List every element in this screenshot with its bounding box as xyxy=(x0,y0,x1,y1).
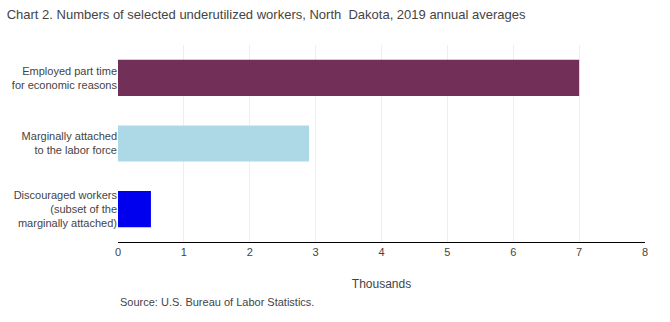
svg-text:1: 1 xyxy=(181,246,187,258)
svg-text:Discouraged workers(subset of: Discouraged workers(subset of themargina… xyxy=(14,189,118,230)
svg-text:7: 7 xyxy=(576,246,582,258)
svg-text:5: 5 xyxy=(444,246,450,258)
svg-text:6: 6 xyxy=(510,246,516,258)
svg-text:4: 4 xyxy=(378,246,384,258)
svg-text:Chart 2. Numbers of selected u: Chart 2. Numbers of selected underutiliz… xyxy=(7,7,526,22)
svg-text:Marginally attachedto the labo: Marginally attachedto the labor force xyxy=(22,130,117,156)
svg-text:2: 2 xyxy=(247,246,253,258)
svg-text:0: 0 xyxy=(115,246,121,258)
svg-text:8: 8 xyxy=(642,246,648,258)
svg-text:Source: U.S. Bureau of Labor S: Source: U.S. Bureau of Labor Statistics. xyxy=(120,296,314,308)
svg-text:Employed part timefor economic: Employed part timefor economic reasons xyxy=(12,65,118,91)
svg-text:3: 3 xyxy=(313,246,319,258)
svg-text:Thousands: Thousands xyxy=(352,277,411,291)
